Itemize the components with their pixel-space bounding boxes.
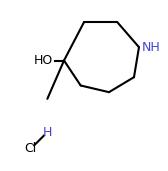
Text: NH: NH (141, 41, 160, 54)
Text: HO: HO (34, 54, 53, 67)
Text: H: H (43, 126, 52, 139)
Text: Cl: Cl (25, 142, 37, 155)
